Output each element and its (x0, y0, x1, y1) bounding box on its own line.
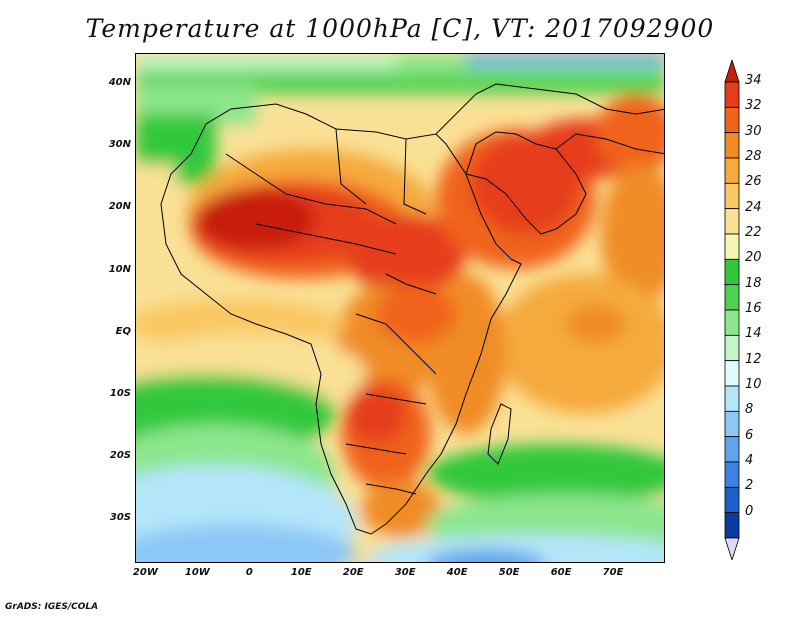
colorbar-level-label: 24 (745, 199, 762, 215)
lon-tick-label: 70E (602, 567, 624, 578)
colorbar-level-label: 2 (745, 478, 754, 494)
colorbar-band (724, 182, 740, 210)
lon-tick-label: 60E (550, 567, 572, 578)
colorbar-band (724, 461, 740, 488)
colorbar-level-label: 26 (745, 174, 762, 190)
lon-tick-label: 10W (184, 567, 210, 578)
colorbar-level-label: 30 (745, 123, 762, 139)
colorbar-band (724, 284, 740, 311)
colorbar-level-label: 4 (745, 453, 754, 468)
colorbar-band (724, 360, 740, 387)
colorbar-level-label: 8 (745, 402, 754, 418)
colorbar-level-label: 16 (745, 301, 762, 316)
colorbar-level-label: 18 (745, 275, 762, 291)
lon-tick-label: 10E (290, 567, 312, 578)
colorbar-band (724, 233, 740, 260)
colorbar-band (724, 410, 740, 438)
lon-tick-label: 50E (498, 567, 520, 578)
lon-tick-label: 0 (245, 567, 253, 578)
lat-tick-label: 20S (109, 450, 131, 462)
lat-tick-label: 20N (108, 201, 131, 213)
lat-tick-label: 10S (109, 388, 131, 400)
lat-tick-label: 10N (108, 263, 131, 275)
coastlines (160, 83, 664, 535)
colorbar-band (724, 512, 740, 539)
colorbar-level-label: 22 (745, 225, 762, 240)
colorbar-level-label: 10 (745, 377, 762, 392)
lon-tick-label: 40E (446, 567, 468, 578)
colorbar-level-label: 14 (745, 326, 762, 342)
colorbar-bottom-triangle (724, 537, 740, 560)
colorbar-level-label: 32 (745, 98, 762, 114)
colorbar-band (724, 208, 740, 235)
colorbar-level-label: 28 (745, 149, 762, 164)
lon-tick-label: 30E (394, 567, 416, 578)
map-canvas (136, 54, 664, 562)
colorbar-top-triangle (724, 60, 740, 83)
colorbar (724, 60, 740, 560)
colorbar-band (724, 309, 740, 336)
colorbar-band (724, 106, 740, 134)
lon-tick-label: 20E (342, 567, 364, 578)
colorbar-band (724, 132, 740, 159)
colorbar-band (724, 486, 740, 514)
lon-tick-label: 20W (132, 567, 158, 578)
temperature-map (135, 53, 665, 563)
colorbar-level-label: 0 (745, 503, 754, 519)
colorbar-band (724, 258, 740, 286)
lat-tick-label: 40N (108, 77, 131, 89)
colorbar-band (724, 157, 740, 184)
colorbar-band (724, 385, 740, 412)
colorbar-level-label: 20 (745, 250, 762, 266)
colorbar-level-label: 34 (745, 73, 762, 88)
lat-tick-label: EQ (115, 325, 131, 337)
colorbar-band (724, 334, 740, 362)
colorbar-level-label: 12 (745, 351, 762, 367)
grads-credit: GrADS: IGES/COLA (5, 602, 99, 612)
colorbar-level-label: 6 (745, 427, 754, 443)
colorbar-band (724, 436, 740, 463)
lat-tick-label: 30N (108, 139, 131, 151)
colorbar-band (724, 81, 740, 108)
map-title: Temperature at 1000hPa [C], VT: 20170929… (85, 14, 715, 43)
lat-tick-label: 30S (109, 512, 131, 524)
